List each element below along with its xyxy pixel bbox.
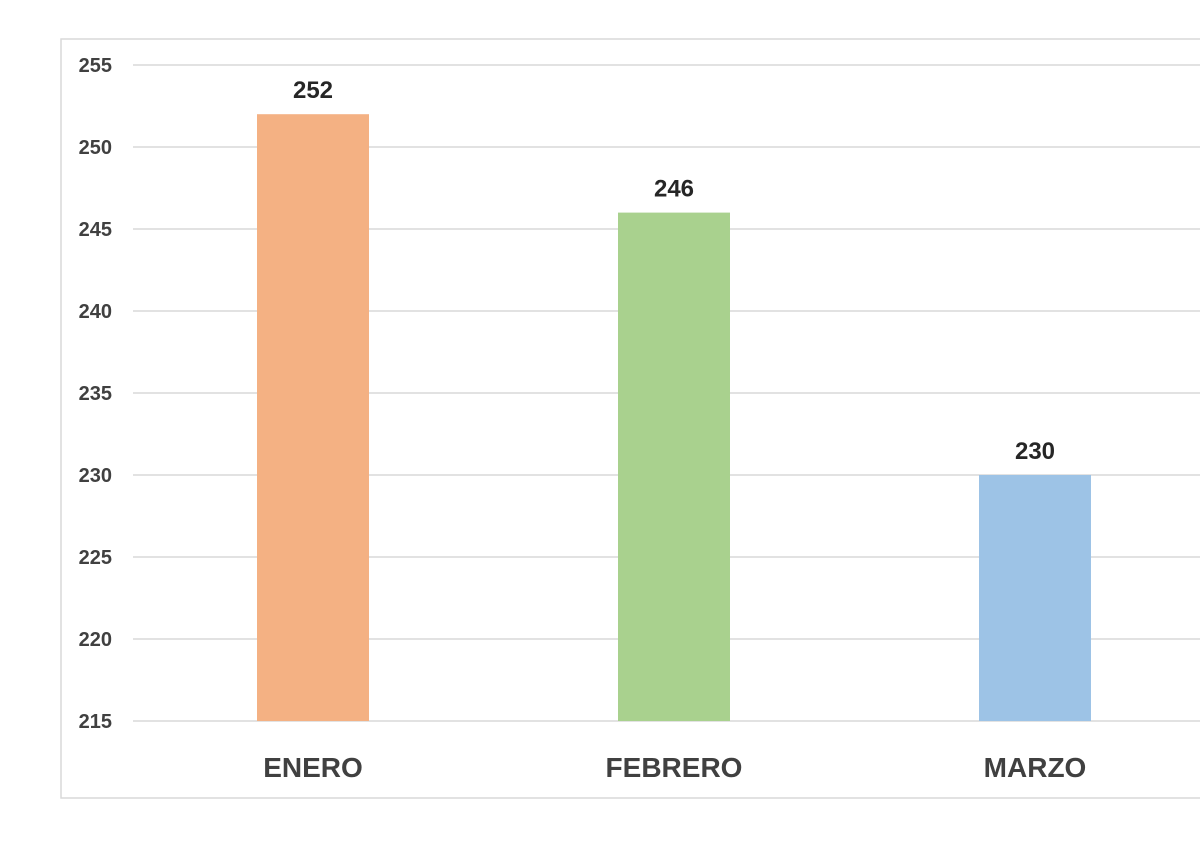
category-label: ENERO — [263, 752, 363, 783]
y-tick-label: 245 — [79, 219, 112, 241]
category-label: MARZO — [984, 752, 1087, 783]
y-tick-label: 250 — [79, 137, 112, 159]
y-tick-label: 215 — [79, 711, 112, 733]
data-label: 246 — [654, 176, 694, 203]
y-tick-label: 220 — [79, 629, 112, 651]
x-axis-categories: ENERO FEBRERO MARZO — [263, 752, 1086, 783]
bar-marzo — [979, 475, 1091, 721]
y-tick-label: 235 — [79, 383, 112, 405]
y-tick-label: 230 — [79, 465, 112, 487]
data-label: 252 — [293, 77, 333, 104]
y-tick-label: 240 — [79, 301, 112, 323]
bar-enero — [257, 114, 369, 721]
y-tick-label: 255 — [79, 55, 112, 77]
y-axis-ticks: 255 250 245 240 235 230 225 220 215 — [79, 55, 112, 733]
bar-febrero — [618, 212, 730, 721]
category-label: FEBRERO — [606, 752, 743, 783]
bars — [257, 114, 1091, 721]
data-label: 230 — [1015, 438, 1055, 465]
y-tick-label: 225 — [79, 547, 112, 569]
data-labels: 252 246 230 — [293, 77, 1055, 465]
